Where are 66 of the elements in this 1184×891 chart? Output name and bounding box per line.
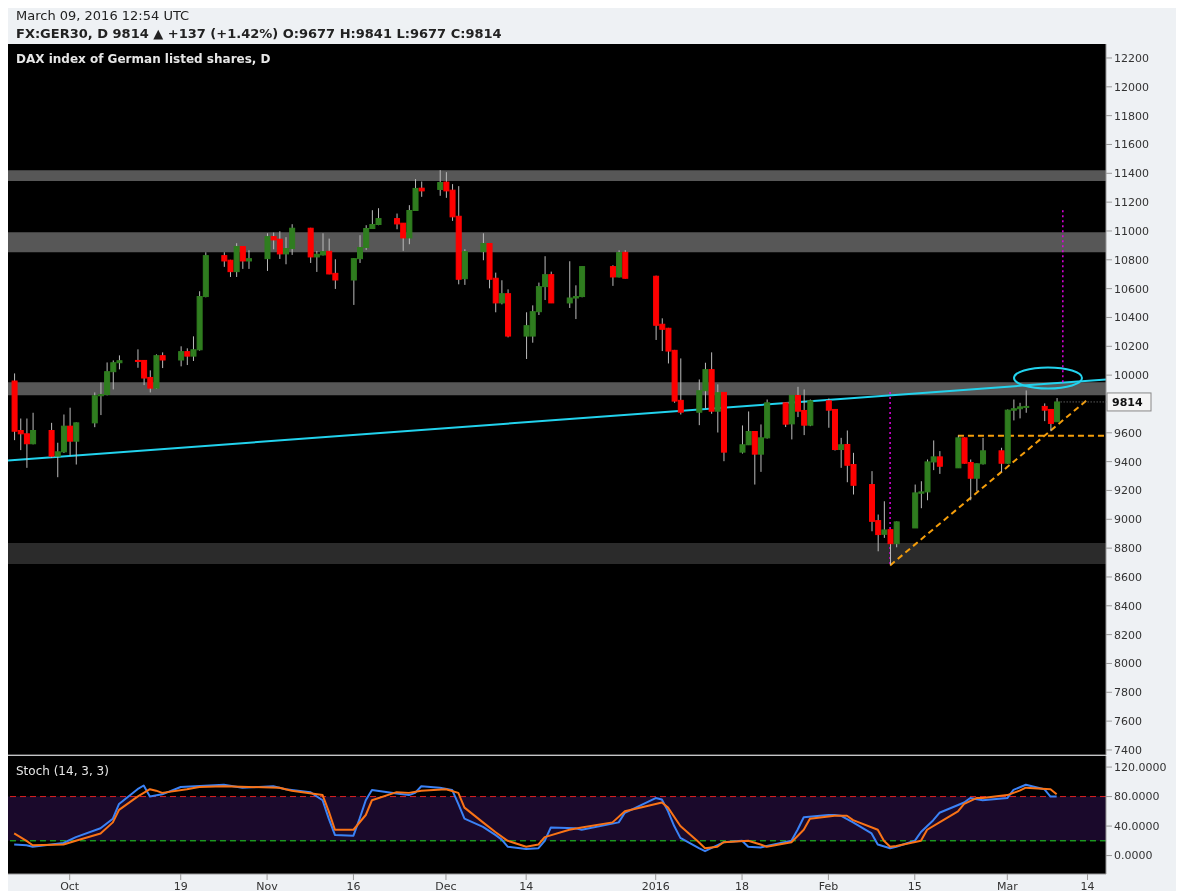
- y-tick-label: 11600: [1114, 138, 1149, 152]
- y-tick-label: 10600: [1114, 282, 1149, 296]
- candlestick: [30, 412, 37, 445]
- y-tick-label: 11200: [1114, 196, 1149, 210]
- candlestick: [480, 232, 487, 261]
- y-tick-label: 80.0000: [1114, 790, 1160, 804]
- candlestick: [782, 401, 789, 428]
- candlestick: [714, 383, 721, 434]
- y-tick-label: 120.0000: [1114, 760, 1167, 774]
- y-tick-label: 10000: [1114, 369, 1149, 383]
- y-tick-label: 8400: [1114, 599, 1142, 613]
- candlestick: [838, 437, 845, 469]
- candlestick: [751, 430, 758, 486]
- candlestick: [893, 520, 900, 548]
- x-tick-label: Dec: [435, 879, 457, 891]
- y-tick-label: 7600: [1114, 715, 1142, 729]
- y-tick-label: 7400: [1114, 743, 1142, 757]
- candlestick: [178, 345, 185, 367]
- x-tick-label: Mar: [996, 879, 1019, 891]
- candlestick: [498, 279, 505, 305]
- y-tick-label: 0.0000: [1114, 849, 1153, 863]
- candlestick: [936, 450, 943, 475]
- candlestick: [264, 232, 271, 272]
- y-tick-label: 9200: [1114, 484, 1142, 498]
- y-tick-label: 10800: [1114, 253, 1149, 267]
- candlestick: [239, 245, 246, 270]
- x-tick-label: Oct: [60, 879, 80, 891]
- y-tick-label: 10200: [1114, 340, 1149, 354]
- text: FX:GER30, D 9814 ▲ +137 (+1.42%) O:9677 H:9841 L:9677 C:9814: [15, 26, 503, 43]
- x-tick-label: 15: [907, 879, 922, 891]
- candlestick: [73, 421, 80, 466]
- y-tick-label: 8000: [1114, 657, 1142, 671]
- y-tick-label: 8600: [1114, 570, 1142, 584]
- text: DAX index of German listed shares, D: [16, 52, 271, 66]
- x-tick-label: 14: [519, 879, 534, 891]
- candlestick: [245, 249, 252, 270]
- y-tick-label: 7800: [1114, 686, 1142, 700]
- x-tick-label: 2016: [641, 879, 670, 891]
- y-tick-label: 12000: [1114, 80, 1149, 94]
- candlestick: [437, 169, 444, 197]
- x-tick-label: 16: [346, 879, 361, 891]
- x-tick-label: 18: [735, 879, 750, 891]
- x-tick-label: Nov: [256, 879, 279, 891]
- x-tick-label: 19: [173, 879, 188, 891]
- annotation: 9814: [1112, 395, 1143, 409]
- candlestick: [1054, 397, 1061, 423]
- text: Stoch (14, 3, 3): [16, 764, 109, 778]
- candlestick: [887, 528, 894, 566]
- candlestick: [67, 407, 74, 457]
- y-tick-label: 9000: [1114, 513, 1142, 527]
- text: March 09, 2016 12:54 UTC: [15, 8, 191, 25]
- y-tick-label: 9600: [1114, 426, 1142, 440]
- y-tick-label: 8800: [1114, 542, 1142, 556]
- y-tick-label: 11000: [1114, 224, 1149, 238]
- y-tick-label: 11800: [1114, 109, 1149, 123]
- y-tick-label: 11400: [1114, 167, 1149, 181]
- candlestick: [609, 264, 616, 287]
- x-tick-label: 14: [1080, 879, 1095, 891]
- candlestick: [881, 500, 888, 539]
- y-tick-label: 9400: [1114, 455, 1142, 469]
- y-tick-label: 10400: [1114, 311, 1149, 325]
- y-tick-label: 40.0000: [1114, 819, 1160, 833]
- y-tick-label: 12200: [1114, 51, 1149, 65]
- y-tick-label: 8200: [1114, 628, 1142, 642]
- candlestick: [998, 447, 1005, 473]
- x-tick-label: Feb: [818, 879, 839, 891]
